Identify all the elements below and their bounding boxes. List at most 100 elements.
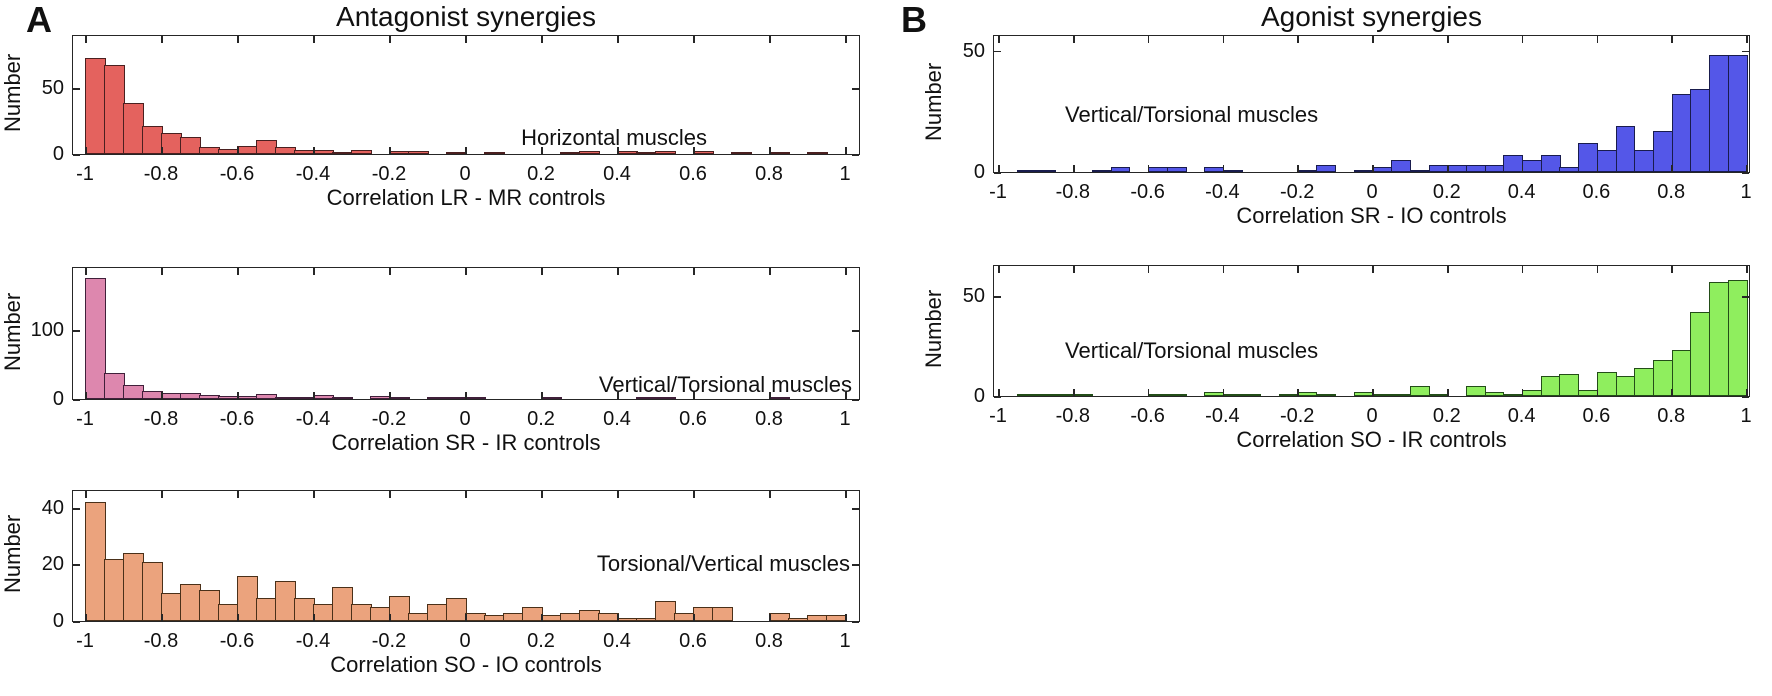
x-tick-mark xyxy=(465,36,467,43)
x-axis-tick-label: 0 xyxy=(1366,405,1378,427)
histogram-bar xyxy=(332,587,353,621)
histogram-bar xyxy=(731,152,752,154)
histogram-bar xyxy=(389,596,410,621)
muscle-group-annotation: Vertical/Torsional muscles xyxy=(1065,102,1319,127)
x-tick-mark xyxy=(1746,36,1748,43)
x-tick-mark xyxy=(1297,36,1299,43)
histogram-bar xyxy=(1204,167,1224,172)
x-tick-mark xyxy=(1596,266,1599,273)
x-tick-mark xyxy=(465,614,467,621)
y-axis-tick-label: 50 xyxy=(41,77,64,100)
x-tick-mark xyxy=(845,36,847,43)
x-tick-mark xyxy=(1671,165,1673,172)
histogram-bar xyxy=(142,562,163,621)
x-tick-mark xyxy=(1297,266,1299,273)
y-tick-mark xyxy=(852,330,859,332)
x-axis-tick-label: -0.4 xyxy=(1205,405,1240,427)
x-tick-mark xyxy=(845,147,847,154)
histogram-bar xyxy=(655,151,676,154)
histogram-agonist-so-ir: Number Vertical/Torsional muscles Correl… xyxy=(921,265,1752,452)
x-axis-tick-label: 0.8 xyxy=(755,408,783,430)
x-tick-mark xyxy=(389,491,391,498)
histogram-bar xyxy=(617,618,638,621)
x-axis-tick-label: 0.8 xyxy=(1657,181,1686,203)
y-tick-mark xyxy=(852,564,859,567)
x-tick-mark xyxy=(1596,36,1599,43)
x-tick-mark xyxy=(1073,266,1075,273)
x-tick-mark xyxy=(769,36,771,43)
x-tick-mark xyxy=(1447,389,1449,396)
x-tick-mark xyxy=(617,392,619,399)
y-tick-mark xyxy=(852,399,859,401)
x-axis-tick-label: -0.6 xyxy=(219,630,255,652)
histogram-bar xyxy=(1222,394,1243,396)
x-tick-mark xyxy=(237,268,239,275)
y-tick-mark xyxy=(1742,296,1749,298)
panel-a-title: Antagonist synergies xyxy=(336,1,596,32)
histogram-bar xyxy=(1522,390,1542,396)
histogram-bar xyxy=(1559,167,1580,172)
histogram-bar xyxy=(769,613,790,621)
x-tick-mark xyxy=(313,491,315,498)
histogram-bar xyxy=(275,581,296,621)
x-tick-mark xyxy=(541,268,543,275)
x-tick-mark xyxy=(617,36,619,43)
histogram-bar xyxy=(1297,170,1318,172)
histogram-bar xyxy=(1578,390,1598,396)
x-tick-mark xyxy=(1073,36,1075,43)
x-axis-label: Correlation SO - IO controls xyxy=(330,652,602,677)
histogram-bar xyxy=(1634,368,1655,396)
x-tick-mark xyxy=(161,491,163,498)
histogram-bar xyxy=(1540,376,1561,396)
histogram-bar xyxy=(180,137,201,154)
x-axis-tick-label: 1 xyxy=(1740,181,1752,203)
histogram-bar xyxy=(1316,394,1337,396)
x-tick-mark xyxy=(237,147,239,154)
histogram-antagonist-torsional-vertical: Number Torsional/Vertical muscles Correl… xyxy=(0,490,860,677)
histogram-bar xyxy=(1035,394,1056,396)
histogram-bar xyxy=(1148,394,1168,396)
x-tick-mark xyxy=(1073,389,1075,396)
x-tick-mark xyxy=(313,36,315,43)
histogram-bar xyxy=(180,584,201,621)
y-tick-mark xyxy=(994,172,1001,174)
histogram-bar xyxy=(465,397,486,399)
histogram-bar xyxy=(408,151,429,154)
y-tick-mark xyxy=(73,564,80,567)
histogram-bar xyxy=(674,613,695,621)
x-tick-mark xyxy=(389,614,391,621)
x-axis-tick-label: -0.8 xyxy=(1055,405,1091,427)
y-tick-mark xyxy=(852,154,859,156)
x-axis-tick-label: 0.4 xyxy=(1507,405,1536,427)
x-axis-tick-label: -0.4 xyxy=(295,408,331,430)
x-tick-mark xyxy=(1372,165,1374,172)
x-tick-mark xyxy=(1521,36,1524,43)
x-tick-mark xyxy=(693,491,695,498)
histogram-bar xyxy=(199,590,220,621)
x-tick-mark xyxy=(85,268,87,275)
histogram-bar xyxy=(1709,55,1729,172)
x-axis-tick-label: 0.2 xyxy=(1432,405,1461,427)
x-axis-label: Correlation SO - IR controls xyxy=(1236,427,1507,452)
x-tick-mark xyxy=(1222,165,1225,172)
x-axis-tick-label: 0.2 xyxy=(527,163,555,185)
x-axis-tick-label: -0.8 xyxy=(143,408,179,430)
histogram-bar xyxy=(256,598,277,621)
histogram-bar xyxy=(104,559,125,621)
x-axis-tick-label: 1 xyxy=(1740,405,1752,427)
histogram-bar xyxy=(161,133,182,154)
x-axis-tick-label: -0.6 xyxy=(1130,181,1165,203)
x-axis-tick-label: 0.6 xyxy=(1582,181,1611,203)
x-axis-tick-label: 0.4 xyxy=(603,163,631,185)
y-axis-label: Number xyxy=(921,62,946,141)
x-tick-mark xyxy=(1521,266,1524,273)
x-tick-mark xyxy=(85,491,87,498)
x-tick-mark xyxy=(1521,165,1524,172)
histogram-bar xyxy=(446,397,467,399)
histogram-bar xyxy=(579,610,600,621)
x-axis-tick-label: 0.4 xyxy=(603,408,631,430)
histogram-bar xyxy=(199,395,220,399)
histogram-bar xyxy=(1671,94,1692,172)
x-tick-mark xyxy=(617,268,619,275)
histogram-bar xyxy=(237,576,258,621)
